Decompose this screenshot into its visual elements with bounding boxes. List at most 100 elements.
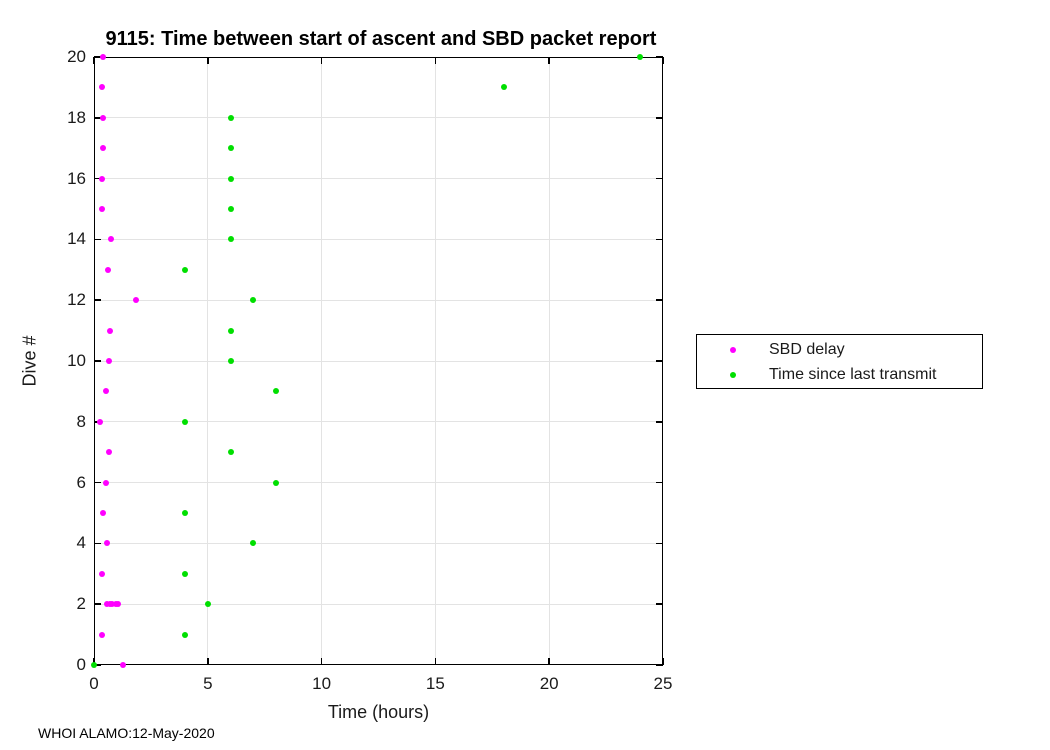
data-point-sbd-delay	[114, 601, 121, 608]
gridline-horizontal	[94, 299, 663, 301]
y-tick-label: 10	[67, 351, 86, 370]
gridline-horizontal	[94, 360, 663, 362]
x-tick-mark-top	[662, 57, 664, 64]
y-tick-label: 14	[67, 229, 86, 249]
x-tick-label: 10	[312, 674, 332, 693]
data-point-sbd-delay	[109, 601, 116, 608]
y-tick-mark	[94, 117, 101, 119]
data-point-time-since-last-transmit	[182, 418, 189, 425]
data-point-time-since-last-transmit	[182, 510, 189, 516]
data-point-time-since-last-transmit	[182, 570, 189, 577]
gridline-horizontal	[94, 117, 663, 119]
x-tick-mark-top	[548, 57, 550, 64]
data-point-sbd-delay	[100, 145, 107, 152]
y-tick-mark-right	[656, 299, 663, 301]
y-tick-mark-right	[656, 603, 663, 605]
data-point-sbd-delay	[100, 114, 107, 121]
data-point-time-since-last-transmit	[227, 114, 234, 121]
gridline-horizontal	[94, 542, 663, 544]
data-point-sbd-delay	[98, 84, 105, 91]
x-tick-mark	[207, 658, 209, 665]
data-point-sbd-delay	[102, 388, 109, 395]
gridline-horizontal	[94, 421, 663, 423]
y-tick-mark-right	[656, 117, 663, 119]
y-tick-mark-right	[656, 542, 663, 545]
x-tick-label: 25	[653, 674, 673, 693]
gridline-horizontal	[94, 238, 663, 240]
gridline-horizontal	[94, 482, 663, 484]
legend-item-sbd-delay: SBD delay	[697, 337, 982, 362]
data-point-sbd-delay	[103, 479, 110, 486]
y-tick-mark	[94, 238, 101, 241]
y-tick-label: 12	[67, 290, 86, 310]
data-point-time-since-last-transmit	[273, 388, 280, 395]
data-point-sbd-delay	[100, 54, 107, 60]
y-tick-mark-right	[656, 664, 663, 666]
data-point-sbd-delay	[105, 358, 112, 364]
legend-label: SBD delay	[769, 340, 845, 358]
gridline-horizontal	[94, 603, 663, 605]
data-point-time-since-last-transmit	[250, 297, 257, 304]
y-tick-mark	[94, 481, 101, 484]
y-tick-mark	[94, 603, 101, 605]
plot-area	[91, 54, 664, 668]
x-tick-mark-top	[320, 57, 323, 64]
y-tick-mark-right	[656, 360, 663, 362]
chart-title: 9115: Time between start of ascent and S…	[105, 28, 657, 50]
data-point-sbd-delay	[105, 449, 112, 456]
y-tick-mark	[94, 56, 101, 58]
legend-item-time-since-last-transmit: Time since last transmit	[697, 362, 982, 387]
data-point-time-since-last-transmit	[204, 601, 211, 608]
y-tick-label: 20	[67, 47, 86, 66]
data-point-time-since-last-transmit	[250, 540, 257, 547]
y-tick-label: 2	[76, 594, 86, 614]
data-point-sbd-delay	[107, 327, 114, 334]
y-tick-label: 8	[76, 411, 86, 431]
data-point-sbd-delay	[99, 206, 106, 212]
data-point-time-since-last-transmit	[227, 327, 234, 334]
data-point-sbd-delay	[99, 510, 106, 516]
legend-label: Time since last transmit	[769, 365, 937, 383]
x-tick-mark	[662, 658, 664, 665]
x-tick-mark-top	[207, 57, 209, 64]
data-point-sbd-delay	[98, 631, 105, 638]
y-tick-mark	[94, 542, 101, 545]
data-point-time-since-last-transmit	[227, 449, 234, 456]
data-point-sbd-delay	[107, 236, 114, 243]
x-tick-mark	[548, 658, 550, 665]
data-point-time-since-last-transmit	[500, 84, 507, 91]
x-tick-mark	[93, 658, 95, 665]
y-tick-mark-right	[656, 238, 663, 241]
y-tick-label: 18	[67, 107, 86, 127]
data-point-time-since-last-transmit	[182, 266, 189, 273]
gridline-horizontal	[94, 178, 663, 180]
time-since-last-transmit-marker-icon	[730, 371, 736, 378]
x-tick-mark-top	[93, 57, 95, 64]
data-point-sbd-delay	[103, 601, 110, 608]
data-point-time-since-last-transmit	[227, 175, 234, 182]
data-point-sbd-delay	[104, 540, 111, 547]
data-point-sbd-delay	[97, 418, 104, 425]
data-point-time-since-last-transmit	[91, 662, 97, 668]
x-tick-label: 5	[203, 674, 213, 693]
x-tick-mark	[434, 658, 437, 665]
data-point-time-since-last-transmit	[182, 631, 189, 638]
x-tick-label: 0	[89, 674, 99, 693]
legend: SBD delay Time since last transmit	[696, 334, 983, 389]
y-tick-mark-right	[656, 56, 663, 58]
x-axis-label: Time (hours)	[327, 702, 430, 722]
y-tick-mark-right	[656, 177, 663, 180]
data-point-time-since-last-transmit	[227, 358, 234, 364]
data-point-time-since-last-transmit	[637, 54, 644, 60]
data-point-time-since-last-transmit	[273, 479, 280, 486]
y-tick-label: 0	[76, 655, 86, 674]
data-point-time-since-last-transmit	[227, 145, 234, 152]
y-tick-mark	[94, 177, 101, 180]
data-point-sbd-delay	[119, 662, 126, 668]
data-point-time-since-last-transmit	[227, 206, 234, 212]
y-tick-label: 4	[76, 533, 86, 553]
data-point-sbd-delay	[99, 175, 106, 182]
data-point-sbd-delay	[132, 297, 139, 304]
data-point-time-since-last-transmit	[227, 236, 234, 243]
